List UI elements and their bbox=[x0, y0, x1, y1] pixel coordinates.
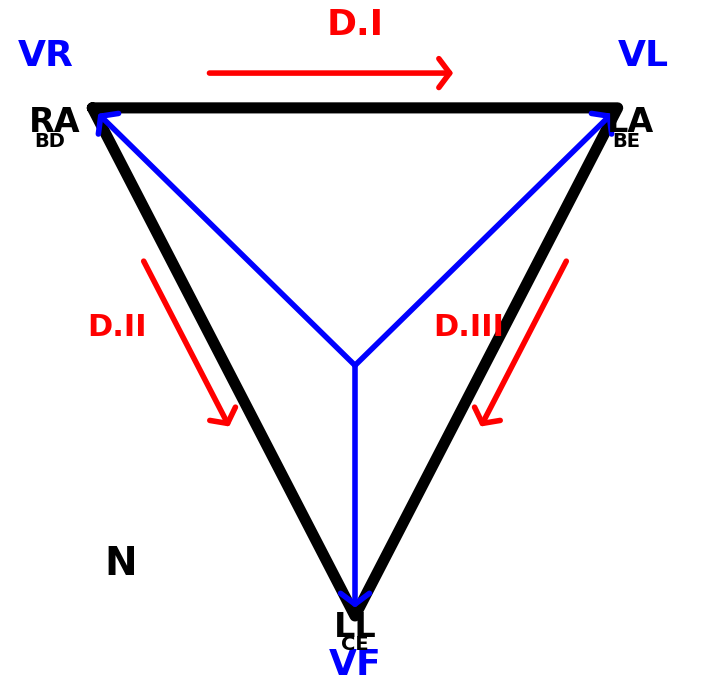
Text: VF: VF bbox=[329, 648, 381, 682]
Text: BE: BE bbox=[612, 132, 640, 151]
Text: N: N bbox=[104, 545, 137, 583]
Text: D.II: D.II bbox=[87, 313, 147, 342]
Text: LA: LA bbox=[607, 106, 655, 139]
Text: VR: VR bbox=[18, 39, 74, 73]
Text: RA: RA bbox=[28, 106, 80, 139]
Text: BD: BD bbox=[34, 132, 65, 151]
Text: LL: LL bbox=[334, 611, 376, 644]
Text: D.I: D.I bbox=[327, 8, 383, 42]
Text: VL: VL bbox=[618, 39, 669, 73]
Text: CE: CE bbox=[342, 635, 368, 654]
Text: D.III: D.III bbox=[433, 313, 504, 342]
